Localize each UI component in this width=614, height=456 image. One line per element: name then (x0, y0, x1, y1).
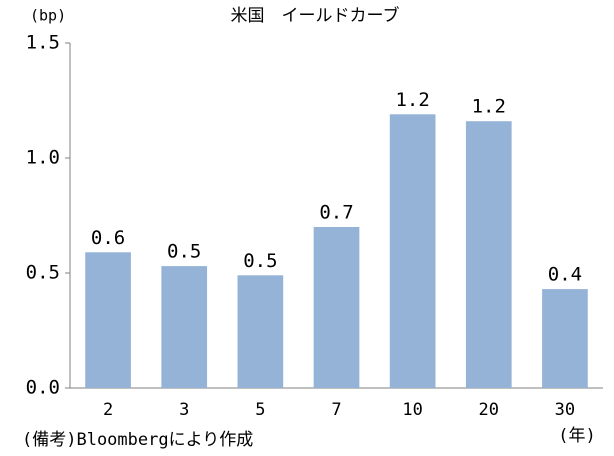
x-tick-label: 3 (179, 400, 189, 420)
data-label: 0.5 (243, 250, 277, 272)
data-label: 1.2 (472, 96, 506, 118)
chart-title: 米国 イールドカーブ (231, 5, 400, 26)
y-tick-label: 1.5 (26, 32, 60, 54)
y-tick-label: 0.0 (26, 377, 60, 399)
x-axis-label: (年) (558, 426, 595, 446)
x-tick-label: 5 (255, 400, 265, 420)
data-label: 0.6 (91, 227, 125, 249)
x-tick-label: 2 (103, 400, 113, 420)
x-tick-label: 10 (402, 400, 422, 420)
x-tick-label: 20 (479, 400, 499, 420)
data-label: 1.2 (395, 89, 429, 111)
bar (542, 289, 588, 388)
footnote: (備考)Bloombergにより作成 (22, 430, 253, 450)
bar (313, 227, 360, 388)
x-tick-label: 30 (555, 400, 575, 420)
y-tick-label: 1.0 (26, 147, 60, 169)
x-tick-label: 7 (331, 400, 341, 420)
data-label: 0.4 (548, 264, 582, 286)
y-axis-label: (bp) (30, 7, 66, 25)
bar (465, 121, 512, 388)
bar (237, 275, 284, 388)
bar (389, 114, 436, 389)
bar (161, 266, 208, 388)
data-label: 0.5 (167, 241, 201, 263)
y-tick-label: 0.5 (26, 262, 60, 284)
data-label: 0.7 (319, 202, 353, 224)
bar (85, 252, 131, 388)
